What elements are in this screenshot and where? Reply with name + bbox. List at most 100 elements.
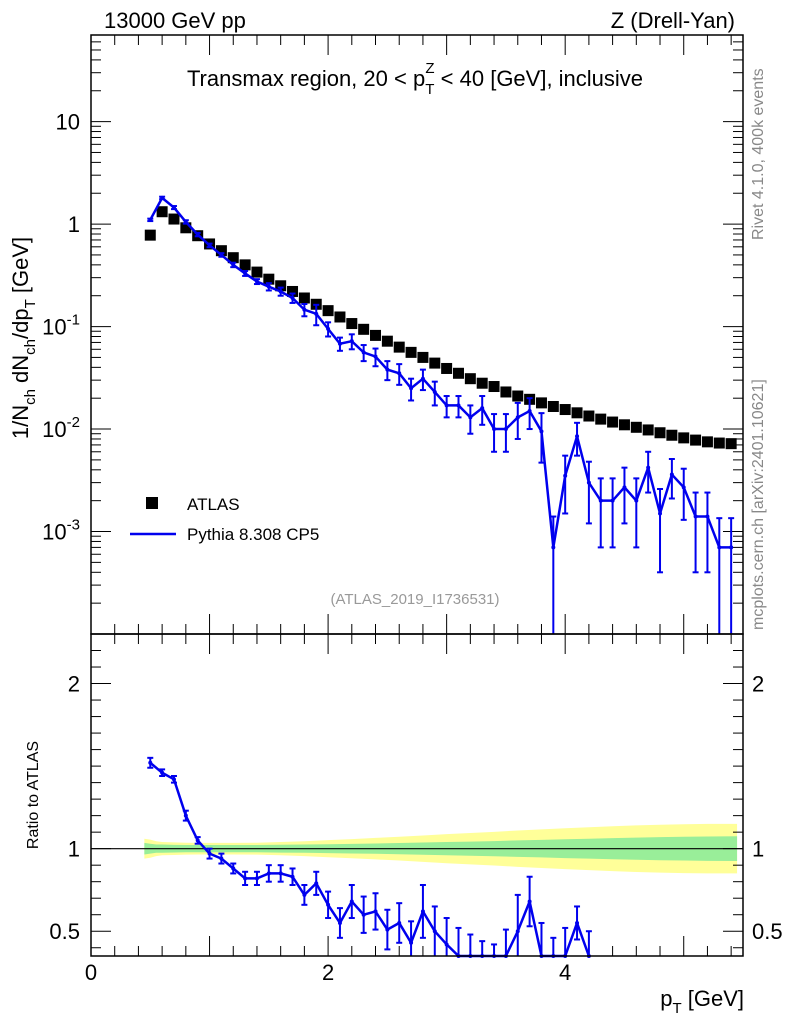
upper-y-tick-label: 10-2	[42, 414, 80, 442]
ratio-point	[361, 912, 366, 917]
pythia-point	[693, 514, 698, 519]
process-label: Z (Drell-Yan)	[611, 8, 735, 33]
pythia-point	[468, 415, 473, 420]
atlas-point	[476, 377, 488, 389]
ratio-point	[290, 874, 295, 879]
ratio-ylabel: Ratio to ATLAS	[25, 741, 42, 849]
atlas-point	[618, 419, 630, 431]
upper-y-tick-label: 10-1	[42, 312, 80, 340]
atlas-point	[346, 318, 358, 330]
atlas-point	[725, 438, 737, 450]
ratio-point	[409, 940, 414, 945]
upper-frame	[90, 34, 744, 635]
atlas-point	[322, 305, 334, 317]
legend-pythia-label: Pythia 8.308 CP5	[187, 525, 319, 544]
pythia-point	[610, 498, 615, 503]
ratio-point	[171, 777, 176, 782]
atlas-point	[488, 381, 500, 393]
pythia-point	[503, 427, 508, 432]
ratio-point	[326, 902, 331, 907]
pythia-point	[171, 205, 176, 210]
atlas-point	[263, 273, 275, 285]
upper-ylabel: 1/Nch dNch/dpT [GeV]	[8, 237, 39, 439]
atlas-point	[547, 400, 559, 412]
atlas-point	[571, 407, 583, 419]
pythia-point	[148, 217, 153, 222]
xlabel: pT [GeV]	[660, 986, 744, 1017]
pythia-point	[563, 473, 568, 478]
atlas-point	[429, 357, 441, 369]
pythia-point	[160, 195, 165, 200]
ratio-y-tick-label-right: 0.5	[752, 919, 783, 944]
atlas-point	[215, 245, 227, 257]
atlas-point	[452, 367, 464, 379]
ratio-point	[160, 770, 165, 775]
pythia-point	[598, 498, 603, 503]
pythia-point	[492, 427, 497, 432]
atlas-point	[630, 421, 642, 433]
atlas-point	[607, 416, 619, 428]
pythia-point	[575, 434, 580, 439]
pythia-point	[290, 295, 295, 300]
pythia-point	[385, 367, 390, 372]
pythia-point	[658, 511, 663, 516]
ratio-point	[575, 920, 580, 925]
ratio-y-tick-label-right: 2	[752, 672, 764, 697]
ratio-point	[183, 813, 188, 818]
ratio-point	[385, 927, 390, 932]
x-tick-label: 4	[559, 960, 571, 985]
pythia-point	[231, 262, 236, 267]
atlas-point	[168, 213, 180, 225]
upper-title: Transmax region, 20 < pTZ < 40 [GeV], in…	[187, 60, 643, 98]
pythia-point	[729, 545, 734, 550]
atlas-point	[156, 206, 168, 218]
x-tick-label: 2	[322, 960, 334, 985]
atlas-point	[690, 434, 702, 446]
pythia-point	[634, 498, 639, 503]
upper-y-tick-label: 10	[56, 110, 80, 135]
pythia-point	[409, 386, 414, 391]
energy-label: 13000 GeV pp	[104, 8, 246, 33]
atlas-point	[381, 335, 393, 347]
atlas-point	[642, 424, 654, 436]
ratio-y-tick-label: 1	[68, 837, 80, 862]
atlas-point	[287, 285, 299, 297]
atlas-point	[275, 280, 287, 292]
ratio-y-tick-label: 0.5	[49, 919, 80, 944]
pythia-point	[681, 485, 686, 490]
atlas-point	[370, 329, 382, 341]
pythia-point	[551, 545, 556, 550]
ratio-point	[231, 866, 236, 871]
ratio-y-tick-label: 2	[68, 672, 80, 697]
atlas-point	[559, 404, 571, 416]
atlas-point	[654, 427, 666, 439]
legend-atlas-label: ATLAS	[187, 495, 240, 514]
pythia-point	[243, 271, 248, 276]
pythia-point	[397, 371, 402, 376]
atlas-point	[713, 437, 725, 449]
pythia-point	[480, 406, 485, 411]
pythia-point	[302, 307, 307, 312]
rivet-label: Rivet 4.1.0, 400k events	[750, 68, 767, 240]
pythia-point	[326, 326, 331, 331]
ratio-point	[444, 942, 449, 947]
atlas-point	[583, 410, 595, 422]
atlas-point	[334, 311, 346, 323]
atlas-point	[595, 413, 607, 425]
pythia-point	[539, 429, 544, 434]
upper-plot: 10 1 10-1 10-2 10-3	[42, 34, 744, 635]
ratio-point	[337, 920, 342, 925]
pythia-point	[195, 232, 200, 237]
mcplots-label: mcplots.cern.ch [arXiv:2401.10621]	[750, 379, 767, 630]
atlas-point	[298, 292, 310, 304]
x-tick-label: 0	[85, 960, 97, 985]
atlas-point	[464, 373, 476, 385]
ratio-point	[373, 909, 378, 914]
atlas-point	[441, 362, 453, 374]
atlas-point	[512, 390, 524, 402]
pythia-point	[314, 311, 319, 316]
ratio-point	[278, 871, 283, 876]
pythia-point	[254, 279, 259, 284]
pythia-point	[278, 289, 283, 294]
pythia-point	[337, 341, 342, 346]
